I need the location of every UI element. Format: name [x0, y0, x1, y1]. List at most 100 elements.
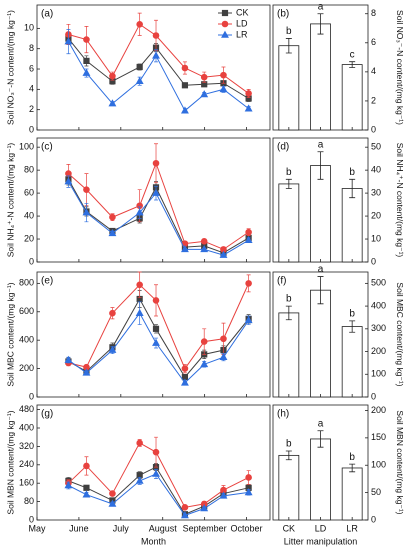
y-tick-label: 150 [371, 432, 386, 442]
error-bar [317, 13, 324, 35]
marker [64, 355, 73, 363]
marker [200, 359, 209, 368]
marker [245, 474, 252, 481]
y-tick-label: 2 [371, 95, 376, 105]
marker [181, 365, 189, 372]
significance-letter: a [318, 418, 324, 429]
y-tick-label: 600 [19, 306, 34, 316]
y-tick-label: 0 [29, 514, 34, 524]
panel-label: (h) [277, 409, 289, 420]
y-tick-label: 320 [19, 441, 34, 451]
y-tick-label: 400 [19, 335, 34, 345]
x-tick-label: August [149, 523, 178, 533]
x-tick-label: September [183, 523, 227, 533]
significance-letter: b [349, 309, 355, 320]
significance-letter: a [318, 264, 324, 275]
y-tick-label: 80 [24, 165, 34, 175]
x-tick-label: May [28, 523, 46, 533]
marker [82, 490, 91, 498]
y-axis-title: Soil MBN content/(mg kg⁻¹) [395, 410, 405, 514]
error-bar [317, 151, 324, 180]
y-tick-label: 8 [371, 8, 376, 18]
y-tick-label: 200 [371, 346, 386, 356]
panel-label: (b) [277, 9, 289, 20]
y-tick-label: 200 [19, 363, 34, 373]
marker [152, 469, 160, 477]
bar [278, 183, 300, 263]
bar [341, 467, 363, 521]
x-tick-label: June [69, 523, 89, 533]
marker [64, 37, 73, 45]
significance-letter: b [349, 167, 355, 178]
y-tick-label: 6 [29, 63, 34, 73]
y-axis-title: Soil MBC content/(mg kg⁻¹) [5, 282, 15, 386]
marker [244, 104, 253, 112]
marker [181, 64, 189, 72]
error-bar [317, 276, 324, 305]
marker [180, 378, 189, 386]
bar [278, 45, 300, 131]
marker [152, 32, 160, 39]
marker [200, 238, 208, 245]
y-axis-title: Soil NO₃⁻-N content/(mg kg⁻¹) [395, 10, 405, 125]
plot-frame [36, 404, 271, 521]
marker [180, 511, 189, 519]
bar [310, 289, 331, 398]
marker [219, 491, 228, 499]
y-tick-label: 8 [29, 43, 34, 53]
y-tick-label: 200 [371, 405, 386, 415]
marker [220, 335, 227, 343]
legend-label: LR [236, 29, 248, 39]
y-tick-label: 2 [29, 104, 34, 114]
y-tick-label: 240 [19, 459, 34, 469]
y-axis-title: Soil NH₄⁺-N content/(mg kg⁻¹) [395, 143, 405, 258]
marker [180, 106, 189, 114]
y-tick-label: 10 [371, 233, 381, 243]
marker [200, 245, 209, 253]
y-tick-label: 300 [371, 323, 386, 333]
marker [245, 280, 252, 287]
x-axis-title: Month [141, 536, 166, 546]
error-bar [317, 430, 324, 448]
x-tick-label: LR [346, 523, 358, 533]
y-tick-label: 4 [371, 66, 376, 76]
marker [82, 208, 91, 216]
bar [341, 188, 363, 263]
y-tick-label: 4 [29, 84, 34, 94]
y-tick-label: 50 [371, 487, 381, 497]
marker [109, 309, 116, 317]
marker [83, 484, 90, 491]
marker [244, 488, 253, 496]
y-tick-label: 40 [371, 165, 381, 175]
significance-letter: b [286, 26, 292, 37]
significance-letter: c [350, 49, 355, 60]
marker [200, 504, 209, 512]
marker [244, 315, 253, 324]
marker [109, 490, 116, 497]
marker [82, 68, 91, 76]
panel-label: (f) [277, 276, 286, 287]
plot-frame [36, 137, 271, 263]
bar [310, 165, 331, 263]
marker [136, 21, 143, 28]
y-tick-label: 0 [29, 256, 34, 266]
legend-label: CK [236, 7, 249, 17]
marker [221, 30, 229, 38]
marker [135, 308, 144, 316]
bar [341, 326, 363, 398]
marker [245, 90, 252, 97]
marker [152, 159, 160, 167]
y-axis-title: Soil MBC content/(mg kg⁻¹) [395, 282, 405, 386]
marker [221, 20, 229, 28]
marker [135, 76, 144, 85]
y-tick-label: 480 [19, 404, 34, 414]
marker [108, 345, 117, 353]
x-tick-label: October [231, 523, 263, 533]
error-bar [349, 320, 356, 333]
significance-letter: a [318, 139, 324, 150]
significance-letter: b [286, 167, 292, 178]
marker [221, 9, 229, 17]
marker [152, 51, 160, 59]
y-tick-label: 30 [371, 187, 381, 197]
